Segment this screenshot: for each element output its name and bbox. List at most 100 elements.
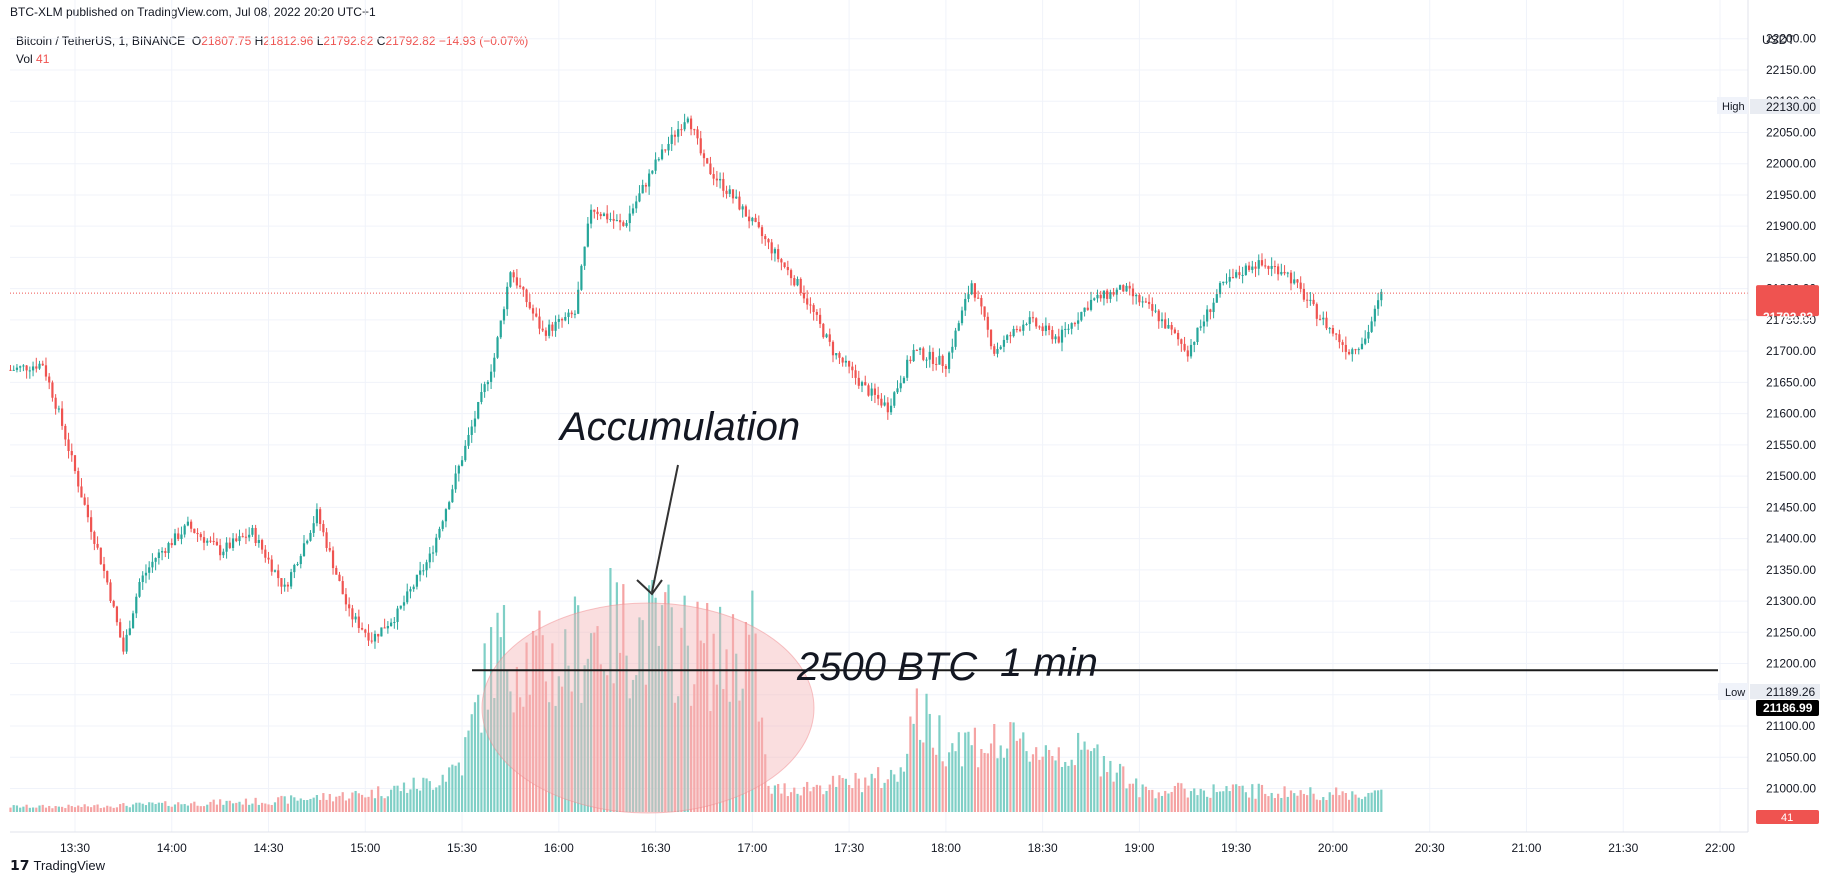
candle-body — [322, 523, 325, 533]
candle-body — [473, 418, 477, 427]
volume-bar — [112, 807, 115, 812]
volume-bar — [648, 585, 651, 812]
candle-body — [818, 314, 822, 324]
volume-bar — [199, 806, 202, 812]
volume-bar — [802, 786, 806, 812]
current-price-tag[interactable] — [1756, 285, 1819, 317]
candle-body — [1302, 288, 1306, 300]
volume-note-label[interactable]: 2500 BTC — [796, 645, 978, 689]
candle-body — [838, 353, 841, 358]
volume-bar — [38, 805, 41, 812]
volume-bar — [1057, 747, 1060, 812]
price-axis[interactable]: 22200.0022150.0022100.0022050.0022000.00… — [1766, 32, 1816, 796]
volume-bar — [393, 785, 396, 812]
candle-body — [773, 249, 777, 254]
candle-body — [502, 309, 506, 321]
volume-bar — [406, 792, 409, 812]
volume-legend[interactable]: Vol 41 — [16, 52, 49, 66]
time-axis[interactable]: 13:30 14:00 14:30 15:00 15:30 16:00 16:30 17:00… — [60, 841, 1735, 855]
accumulation-zone-highlight[interactable] — [481, 602, 815, 814]
volume-bar — [619, 652, 622, 812]
volume-bar — [212, 799, 215, 812]
candle-body — [1360, 343, 1364, 350]
volume-bar — [338, 795, 341, 812]
volume-bar — [1309, 787, 1312, 812]
candle-body — [489, 371, 493, 382]
candle-body — [1267, 266, 1270, 269]
volume-bar — [954, 751, 957, 812]
time-tick-label: 17:00 — [737, 841, 767, 855]
volume-bar — [157, 802, 160, 812]
volume-bar — [986, 753, 989, 812]
volume-bar — [686, 645, 689, 812]
candle-body — [577, 289, 580, 314]
candle-body — [931, 351, 935, 364]
volume-bar — [1083, 741, 1086, 812]
time-tick-label: 20:30 — [1415, 841, 1445, 855]
timeframe-note-label[interactable]: 1 min — [1000, 641, 1098, 685]
candle-body — [822, 323, 825, 338]
volume-bar — [186, 805, 189, 812]
candle-body — [977, 297, 980, 299]
candle-body — [1093, 298, 1096, 300]
volume-bar — [460, 775, 464, 812]
candle-body — [1154, 310, 1157, 312]
volume-bar — [1118, 763, 1122, 812]
volume-bar — [1035, 747, 1038, 812]
volume-bar — [248, 804, 251, 812]
candle-body — [25, 365, 28, 371]
candle-body — [448, 502, 451, 510]
volume-bar — [941, 761, 944, 812]
volume-bar — [254, 797, 257, 812]
volume-bar — [873, 778, 877, 812]
candle-body — [60, 408, 64, 426]
volume-bar — [1247, 797, 1251, 812]
volume-bar — [1138, 797, 1141, 812]
volume-bar — [1144, 786, 1147, 812]
accumulation-label[interactable]: Accumulation — [558, 405, 800, 449]
volume-bar — [231, 803, 235, 812]
symbol-legend[interactable]: Bitcoin / TetherUS, 1, BINANCE O21807.75… — [16, 34, 528, 48]
volume-bar — [125, 805, 128, 812]
candle-body — [915, 349, 918, 351]
volume-bar — [760, 717, 764, 812]
arrow-drawing[interactable] — [651, 464, 679, 593]
volume-bar — [1306, 795, 1309, 812]
candle-body — [389, 622, 393, 627]
candle-body — [1376, 300, 1380, 309]
candle-body — [238, 536, 241, 542]
volume-bar — [344, 800, 348, 812]
candle-body — [960, 310, 964, 324]
volume-bar — [154, 804, 157, 812]
volume-bar — [389, 789, 393, 812]
volume-bar — [496, 612, 499, 812]
candle-body — [219, 545, 222, 556]
volume-bar — [896, 781, 899, 812]
volume-bar — [1293, 793, 1296, 812]
candle-body — [957, 323, 960, 331]
candle-body — [857, 377, 860, 386]
candle-body — [744, 206, 748, 217]
candle-body — [151, 561, 154, 568]
volume-bar — [1238, 786, 1241, 812]
volume-bar — [257, 804, 260, 812]
volume-bar — [331, 801, 335, 812]
candle-body — [299, 556, 302, 565]
volume-bar — [1260, 784, 1264, 812]
volume-bar — [399, 791, 402, 812]
candle-body — [1035, 318, 1038, 327]
volume-bar — [554, 705, 557, 812]
volume-bar — [1070, 759, 1073, 812]
candle-body — [506, 286, 509, 310]
volume-bar — [448, 767, 451, 812]
footer-brand[interactable]: 𝟭𝟳 TradingView — [10, 857, 105, 874]
candle-body — [480, 392, 483, 402]
volume-bar — [712, 633, 715, 812]
volume-bar — [848, 785, 851, 812]
candle-body — [938, 355, 941, 365]
candle-body — [1028, 317, 1031, 324]
volume-bar — [428, 781, 431, 812]
volume-bar — [170, 806, 173, 812]
volume-bar — [996, 758, 999, 812]
